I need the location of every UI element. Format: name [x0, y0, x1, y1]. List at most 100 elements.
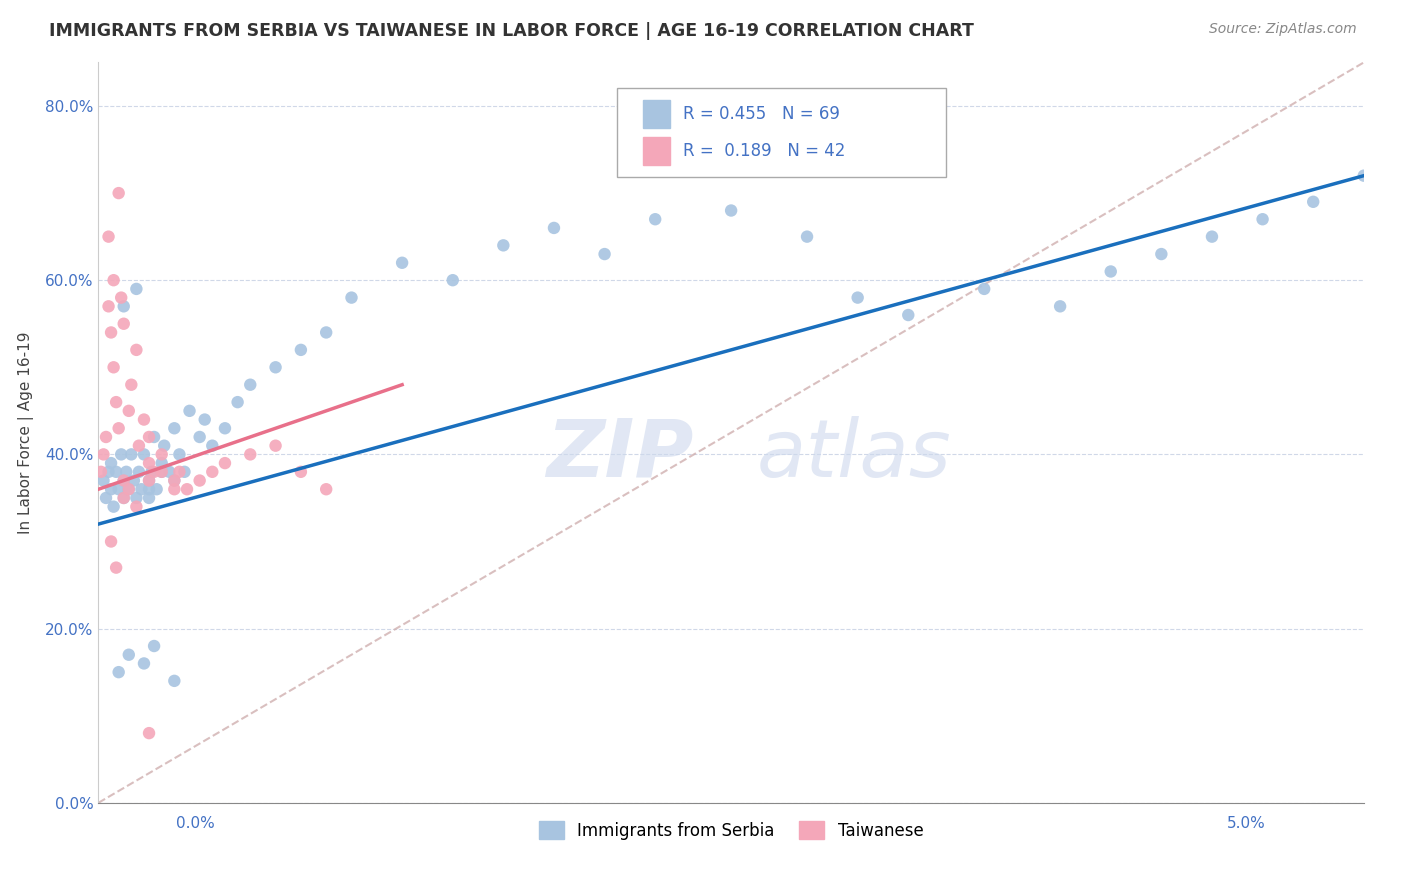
Point: [150, 447, 173, 461]
Text: IMMIGRANTS FROM SERBIA VS TAIWANESE IN LABOR FORCE | AGE 16-19 CORRELATION CHART: IMMIGRANTS FROM SERBIA VS TAIWANESE IN L…: [49, 22, 974, 40]
Point: [644, 212, 666, 227]
Point: [201, 439, 224, 453]
Point: [112, 317, 135, 331]
Point: [796, 229, 818, 244]
Point: [340, 291, 363, 305]
Point: [141, 465, 163, 479]
Point: [100, 534, 122, 549]
Point: [290, 465, 312, 479]
Point: [391, 256, 413, 270]
Point: [94, 491, 117, 505]
Point: [188, 474, 211, 488]
Point: [593, 247, 616, 261]
Point: [125, 282, 148, 296]
Point: [1150, 247, 1173, 261]
Point: [110, 291, 132, 305]
Point: [150, 456, 173, 470]
Point: [138, 474, 160, 488]
Point: [239, 377, 262, 392]
Point: [118, 482, 141, 496]
Point: [125, 343, 148, 357]
Point: [179, 404, 201, 418]
Point: [112, 491, 135, 505]
Bar: [643, 100, 671, 128]
Point: [107, 186, 129, 200]
Point: [112, 474, 135, 488]
Point: [118, 648, 141, 662]
Text: R = 0.455   N = 69: R = 0.455 N = 69: [683, 105, 839, 123]
Point: [132, 447, 155, 461]
Point: [138, 456, 160, 470]
Point: [90, 465, 112, 479]
Point: [120, 377, 142, 392]
Point: [150, 465, 173, 479]
Text: atlas: atlas: [756, 416, 952, 494]
Point: [1251, 212, 1274, 227]
Point: [290, 343, 312, 357]
Point: [441, 273, 464, 287]
Point: [125, 500, 148, 514]
Y-axis label: In Labor Force | Age 16-19: In Labor Force | Age 16-19: [18, 331, 34, 534]
Point: [194, 412, 217, 426]
Point: [720, 203, 742, 218]
Bar: [643, 137, 671, 165]
Point: [214, 421, 236, 435]
Point: [169, 465, 191, 479]
Point: [214, 456, 236, 470]
Point: [897, 308, 920, 322]
Point: [97, 299, 120, 313]
Point: [128, 465, 150, 479]
Point: [103, 360, 125, 375]
Point: [107, 482, 129, 496]
Point: [163, 673, 186, 688]
Point: [93, 474, 115, 488]
Point: [103, 500, 125, 514]
Point: [846, 291, 869, 305]
Text: R =  0.189   N = 42: R = 0.189 N = 42: [683, 143, 845, 161]
Point: [125, 491, 148, 505]
Point: [176, 482, 198, 496]
Legend: Immigrants from Serbia, Taiwanese: Immigrants from Serbia, Taiwanese: [531, 814, 931, 847]
Point: [138, 491, 160, 505]
FancyBboxPatch shape: [617, 88, 946, 178]
Point: [153, 439, 176, 453]
Point: [112, 491, 135, 505]
Point: [97, 229, 120, 244]
Point: [264, 360, 287, 375]
Point: [94, 430, 117, 444]
Point: [239, 447, 262, 461]
Point: [1353, 169, 1375, 183]
Point: [201, 465, 224, 479]
Point: [118, 482, 141, 496]
Point: [97, 465, 120, 479]
Point: [128, 439, 150, 453]
Point: [112, 299, 135, 313]
Point: [1302, 194, 1324, 209]
Point: [107, 421, 129, 435]
Point: [492, 238, 515, 252]
Text: 0.0%: 0.0%: [176, 816, 215, 831]
Text: Source: ZipAtlas.com: Source: ZipAtlas.com: [1209, 22, 1357, 37]
Point: [157, 465, 180, 479]
Point: [264, 439, 287, 453]
Point: [188, 430, 211, 444]
Point: [112, 474, 135, 488]
Point: [122, 474, 145, 488]
Point: [138, 430, 160, 444]
Point: [115, 465, 138, 479]
Point: [105, 465, 128, 479]
Point: [138, 482, 160, 496]
Point: [138, 726, 160, 740]
Point: [315, 326, 337, 340]
Point: [145, 482, 167, 496]
Point: [1099, 264, 1122, 278]
Point: [163, 482, 186, 496]
Point: [138, 474, 160, 488]
Point: [132, 657, 155, 671]
Point: [163, 421, 186, 435]
Point: [973, 282, 995, 296]
Point: [173, 465, 195, 479]
Point: [163, 474, 186, 488]
Point: [107, 665, 129, 680]
Point: [105, 560, 128, 574]
